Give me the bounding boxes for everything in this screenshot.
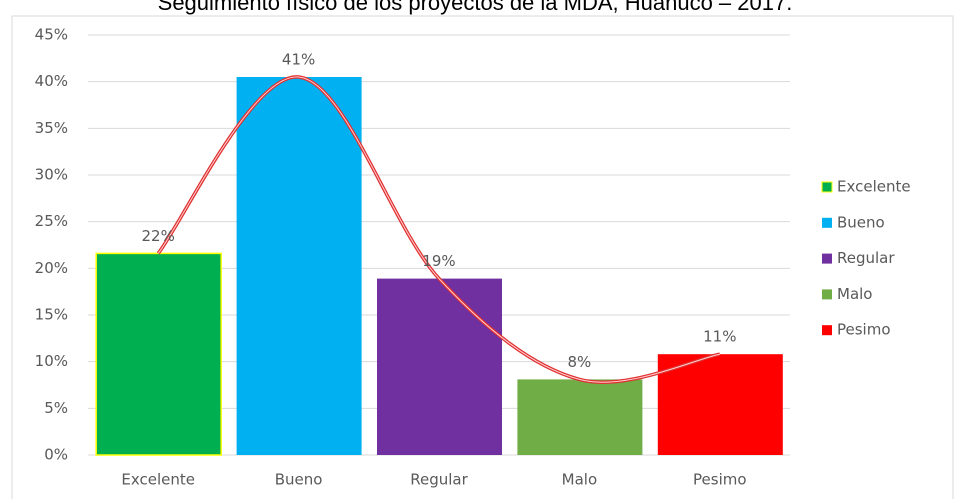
- data-label: 11%: [703, 328, 736, 346]
- bar: [95, 252, 222, 456]
- y-tick-label: 40%: [35, 72, 68, 90]
- legend-swatch: [822, 325, 832, 336]
- x-tick-label: Regular: [410, 471, 468, 489]
- y-tick-label: 25%: [35, 212, 68, 230]
- y-tick-label: 5%: [44, 399, 68, 417]
- legend-label: Pesimo: [837, 321, 891, 339]
- y-tick-label: 0%: [44, 446, 68, 464]
- legend-swatch: [822, 217, 832, 228]
- x-tick-label: Pesimo: [693, 471, 747, 489]
- data-label: 22%: [142, 227, 175, 245]
- legend-swatch: [822, 289, 832, 300]
- data-label: 41%: [282, 51, 315, 69]
- y-tick-label: 20%: [35, 259, 68, 277]
- legend-label: Bueno: [837, 213, 885, 231]
- chart-title: Seguimiento físico de los proyectos de l…: [158, 0, 793, 15]
- bar: [377, 278, 502, 455]
- legend-swatch: [821, 181, 833, 193]
- legend-label: Excelente: [837, 178, 911, 196]
- x-tick-label: Excelente: [121, 471, 195, 489]
- x-tick-label: Malo: [562, 471, 597, 489]
- y-tick-label: 35%: [35, 119, 68, 137]
- y-tick-label: 30%: [35, 166, 68, 184]
- data-label: 19%: [422, 252, 455, 270]
- data-label: 8%: [568, 353, 592, 371]
- trend-line-inner: [157, 76, 720, 383]
- bar: [236, 77, 362, 455]
- legend-swatch: [822, 253, 832, 264]
- x-tick-label: Bueno: [275, 471, 323, 489]
- bar: [657, 354, 783, 455]
- bar: [517, 379, 643, 455]
- y-tick-label: 15%: [35, 306, 68, 324]
- y-tick-label: 10%: [35, 352, 68, 370]
- legend-label: Malo: [837, 285, 872, 303]
- y-tick-label: 45%: [35, 26, 68, 44]
- legend-label: Regular: [837, 249, 895, 267]
